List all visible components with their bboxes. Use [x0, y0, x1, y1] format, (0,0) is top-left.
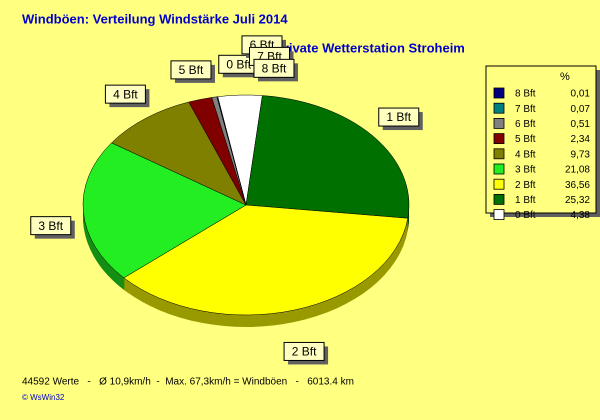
slice	[123, 204, 409, 316]
legend-swatch	[493, 133, 505, 145]
slice	[82, 142, 247, 279]
legend-value: 25,32	[565, 195, 590, 206]
legend-swatch	[493, 102, 505, 114]
legend-label: 5 Bft	[515, 134, 536, 145]
legend-swatch	[493, 209, 505, 221]
legend-swatch	[493, 148, 505, 160]
pie-label-box	[378, 107, 420, 127]
legend-header: %	[560, 71, 570, 83]
chart-subtitle: Private Wetterstation Stroheim	[275, 40, 465, 55]
pie-label-box	[170, 60, 212, 80]
legend-label: 1 Bft	[515, 195, 536, 206]
footer: 44592 Werte - Ø 10,9km/h - Max. 67,3km/h…	[22, 377, 354, 388]
legend-label: 0 Bft	[515, 210, 536, 221]
legend-label: 6 Bft	[515, 119, 536, 130]
pie-label-box	[30, 216, 72, 236]
pie-label: 0 Bft	[226, 57, 251, 71]
legend-value: 0,07	[571, 104, 591, 115]
legend-swatch	[493, 118, 505, 129]
legend-value: 4,38	[571, 210, 591, 221]
pie-label-box	[283, 341, 325, 361]
legend-label: 8 Bft	[515, 89, 536, 100]
legend-swatch	[493, 87, 505, 99]
legend-value: 36,56	[565, 180, 590, 191]
legend-value: 2,34	[571, 134, 591, 145]
pie-label: 4 Bft	[113, 87, 138, 101]
slice	[111, 101, 247, 206]
pie-label: 2 Bft	[292, 345, 317, 359]
pie-label-box	[253, 58, 295, 78]
legend-swatch	[493, 193, 505, 205]
slice	[217, 96, 247, 206]
legend-value: 0,01	[571, 89, 591, 100]
legend-value: 21,08	[565, 165, 590, 176]
chart-title: Windböen: Verteilung Windstärke Juli 201…	[22, 11, 288, 26]
pie-label: 1 Bft	[386, 110, 411, 124]
pie-label: 8 Bft	[262, 62, 287, 76]
legend-swatch	[493, 163, 505, 175]
legend-label: 2 Bft	[515, 180, 536, 191]
slice	[245, 95, 410, 219]
legend-label: 7 Bft	[515, 104, 536, 115]
pie-label: 3 Bft	[38, 219, 63, 233]
legend-value: 0,51	[571, 119, 591, 130]
legend-label: 4 Bft	[515, 149, 536, 160]
legend-value: 9,73	[571, 149, 591, 160]
legend-label: 3 Bft	[515, 165, 536, 176]
credit: © WsWin32	[22, 393, 65, 402]
legend-swatch	[493, 178, 505, 190]
pie-label: 5 Bft	[179, 63, 204, 77]
pie-label-box	[104, 84, 146, 104]
